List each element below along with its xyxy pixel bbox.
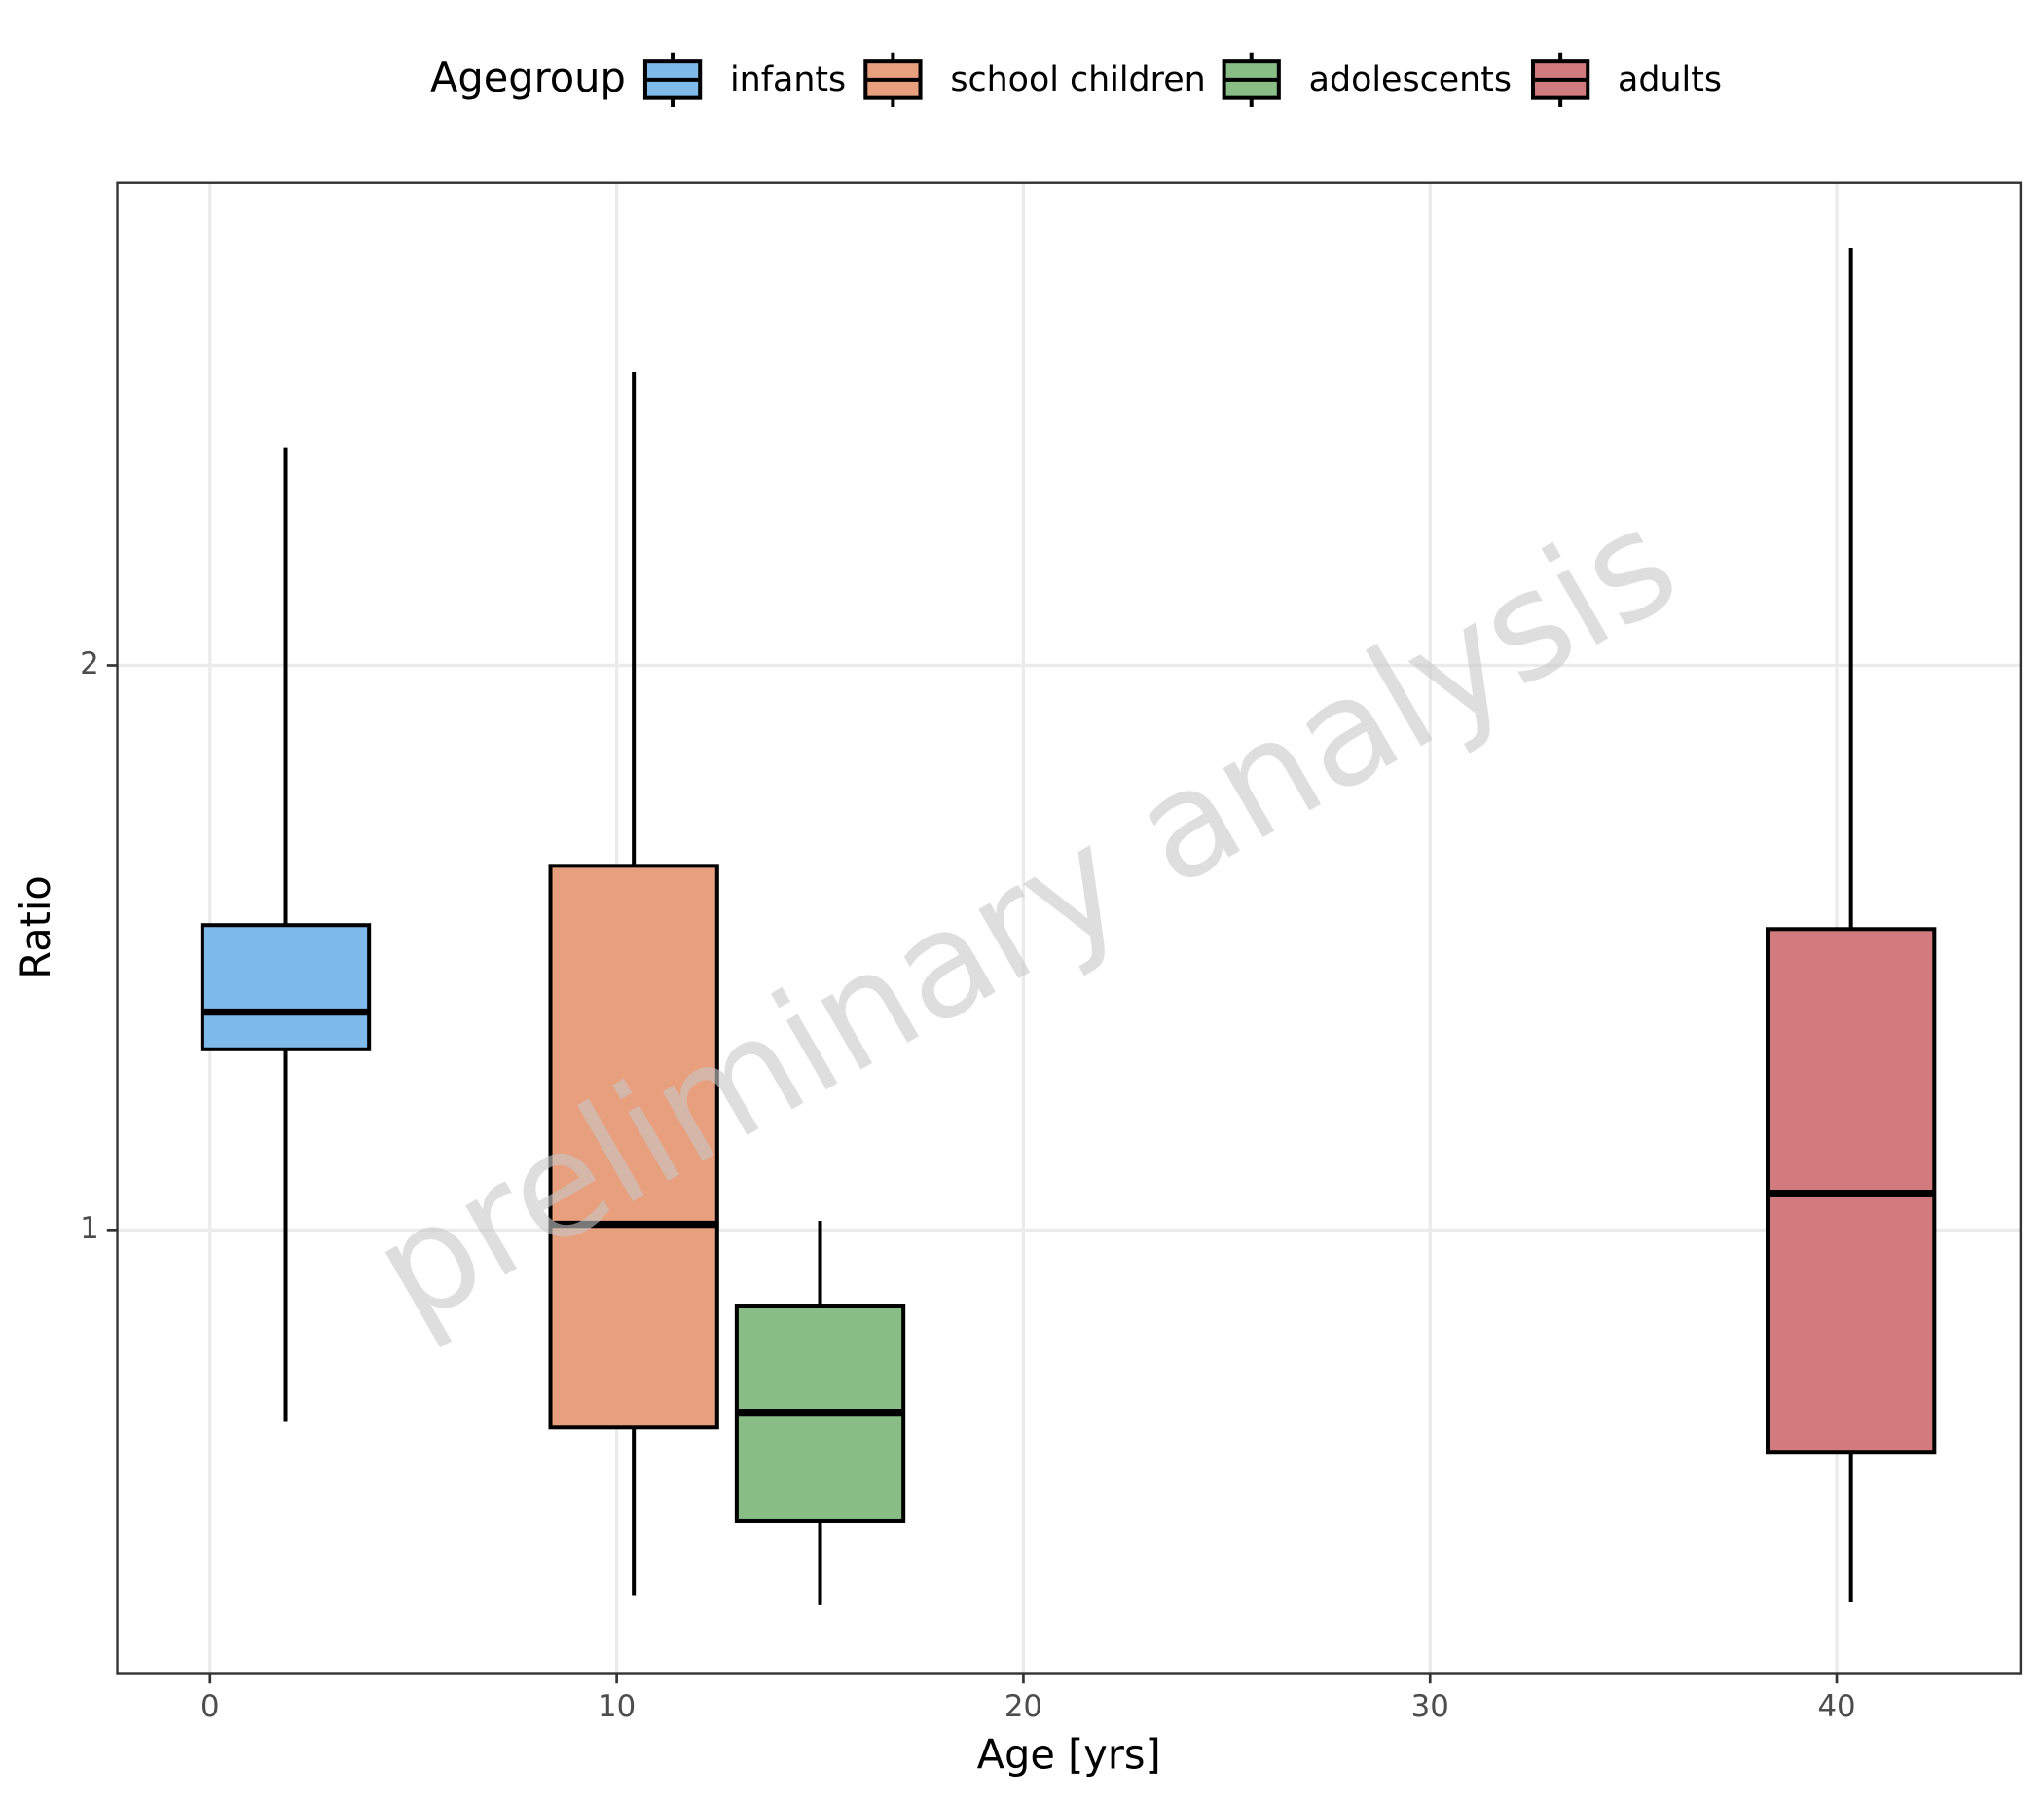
legend-label: adolescents xyxy=(1309,60,1512,99)
x-tick-label: 30 xyxy=(1411,1689,1449,1724)
y-tick-label: 2 xyxy=(80,646,99,681)
legend-label: infants xyxy=(730,60,846,99)
box xyxy=(200,923,372,1051)
x-tick-label: 40 xyxy=(1817,1689,1855,1724)
box xyxy=(548,864,719,1430)
legend-label: adults xyxy=(1618,60,1722,99)
x-tick-label: 0 xyxy=(201,1689,220,1724)
y-axis-title: Ratio xyxy=(12,875,59,979)
x-tick-label: 20 xyxy=(1004,1689,1042,1724)
legend-label: school children xyxy=(950,60,1205,99)
legend-title: Agegroup xyxy=(430,54,626,101)
x-axis-title: Age [yrs] xyxy=(977,1731,1161,1779)
panel-border xyxy=(116,181,2023,1675)
x-tick-label: 10 xyxy=(598,1689,636,1724)
y-tick-label: 1 xyxy=(80,1211,99,1246)
